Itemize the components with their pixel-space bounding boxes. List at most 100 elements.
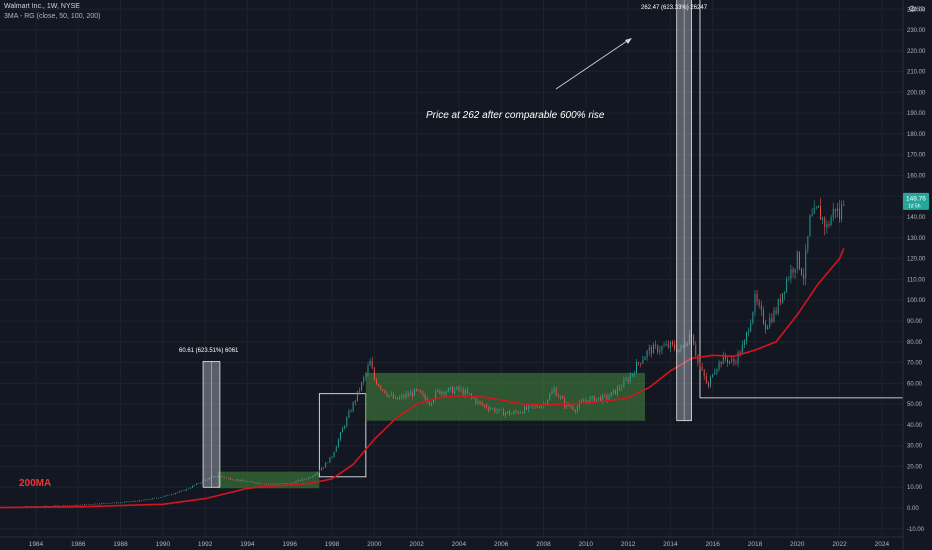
candle-body (640, 362, 642, 364)
candle-body (817, 205, 819, 208)
candle-body (274, 484, 276, 485)
y-tick-label: 60.00 (907, 381, 923, 387)
candle-body (111, 502, 113, 504)
candle-body (473, 396, 475, 399)
candle-body (627, 379, 629, 382)
candle-body (272, 483, 274, 485)
candle-body (348, 411, 350, 418)
candle-body (411, 392, 413, 397)
candle-body (329, 457, 331, 463)
candle-body (646, 350, 648, 357)
candle-body (67, 505, 69, 507)
candle-body (363, 377, 365, 383)
candle-body (762, 310, 764, 324)
candle-body (777, 299, 779, 314)
candle-body (86, 504, 88, 505)
candle-body (564, 398, 566, 407)
y-tick-label: 80.00 (907, 340, 923, 346)
candle-body (390, 394, 392, 396)
candle-body (73, 505, 75, 506)
candle-body (773, 310, 775, 322)
y-tick-label: -10.00 (907, 527, 925, 533)
candle-body (739, 352, 741, 354)
y-tick-label: 90.00 (907, 319, 923, 325)
candle-body (733, 359, 735, 363)
x-tick-label: 2016 (705, 541, 720, 548)
candle-body (707, 382, 709, 387)
candle-body (519, 412, 521, 414)
indicator-legend[interactable]: 3MA - RG (close, 50, 100, 200) (4, 13, 101, 20)
y-tick-label: 160.00 (907, 174, 926, 180)
candle-body (179, 491, 181, 493)
y-tick-label: 0.00 (907, 506, 919, 512)
candle-body (619, 387, 621, 389)
y-tick-label: 100.00 (907, 298, 926, 304)
candle-body (428, 402, 430, 405)
candle-body (308, 477, 310, 479)
candle-body (826, 224, 828, 228)
candle-body (246, 481, 248, 483)
annotation-text: Price at 262 after comparable 600% rise (426, 110, 605, 121)
candle-body (526, 406, 528, 410)
candle-body (574, 409, 576, 412)
candle-body (760, 305, 762, 311)
candle-body (752, 312, 754, 323)
candle-body (215, 476, 217, 478)
candle-body (386, 393, 388, 397)
measure-label-2014: 262.47 (623.33%) 26247 (641, 5, 708, 11)
candle-body (458, 386, 460, 390)
candle-body (77, 505, 79, 506)
candle-body (811, 213, 813, 216)
outline-box (318, 393, 367, 478)
candle-body (839, 208, 841, 220)
time-axis[interactable]: 1984 1986 1988 1990 1992 1994 1996 1998 2000 2002… (29, 541, 890, 548)
candle-body (790, 269, 792, 279)
candle-body (549, 394, 551, 400)
candle-body (253, 482, 255, 484)
candle-body (583, 401, 585, 402)
candle-body (695, 344, 697, 356)
candle-body (168, 494, 170, 496)
candle-body (399, 397, 401, 400)
candle-body (492, 408, 494, 409)
candle-body (333, 451, 335, 457)
candle-body (562, 396, 563, 399)
candle-body (384, 390, 386, 394)
candle-body (139, 500, 141, 502)
candle-body (344, 425, 346, 429)
x-tick-label: 2020 (790, 541, 805, 548)
annotation-arrowhead (625, 38, 632, 44)
candle-body (650, 347, 652, 354)
candle-body (392, 394, 394, 399)
candle-body (403, 395, 405, 398)
candle-body (803, 274, 805, 279)
candle-body (120, 502, 121, 504)
candle-body (69, 505, 71, 507)
candle-body (767, 326, 769, 330)
candle-body (796, 251, 798, 269)
candle-body (295, 481, 297, 483)
candle-body (466, 390, 468, 394)
candle-body (318, 470, 320, 473)
candle-body (84, 504, 86, 506)
candle-body (517, 411, 519, 414)
candle-body (361, 382, 363, 391)
symbol-title[interactable]: Walmart Inc., 1W, NYSE (4, 3, 80, 10)
candle-body (109, 503, 111, 504)
candle-body (746, 332, 747, 341)
candle-body (189, 487, 191, 489)
candle-body (378, 384, 379, 386)
candle-body (147, 499, 149, 500)
candle-body (693, 335, 695, 345)
candle-body (515, 411, 517, 412)
candle-body (230, 477, 231, 480)
candle-body (843, 204, 845, 207)
price-axis[interactable]: -10.00 0.00 10.00 20.00 30.00 40.00 50.00 60.00… (907, 7, 926, 533)
candle-body (185, 489, 187, 491)
settings-gear-icon[interactable]: ⚙ (908, 4, 917, 14)
candle-body (612, 389, 614, 393)
candle-body (832, 208, 834, 218)
candle-body (445, 391, 447, 395)
candle-body (513, 411, 515, 414)
